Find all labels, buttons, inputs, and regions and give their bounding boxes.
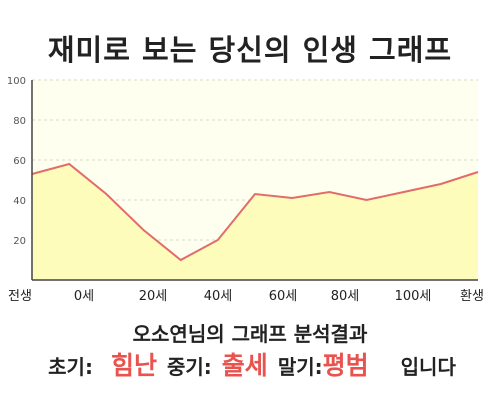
life-area-fill <box>32 164 478 280</box>
page-title: 재미로 보는 당신의 인생 그래프 <box>47 33 453 67</box>
x-tick-label: 80세 <box>331 289 360 304</box>
y-tick-label: 60 <box>13 156 26 167</box>
result-suffix: 입니다 <box>400 355 456 379</box>
middle-phase-value: 출세 <box>221 351 268 380</box>
x-tick-label: 전생 <box>8 289 32 304</box>
x-tick-label: 20세 <box>139 289 168 304</box>
x-tick-labels: 전생 0세 20세 40세 60세 80세 100세 환생 <box>8 289 484 304</box>
late-phase-value: 평범 <box>322 351 369 380</box>
analysis-result-line: 초기: 힘난 중기: 출세 말기: 평범 입니다 <box>0 346 500 382</box>
x-tick-label: 100세 <box>395 289 432 304</box>
analysis-heading: 오소연님의 그래프 분석결과 <box>132 322 368 346</box>
life-series-line <box>31 162 479 262</box>
x-tick-label: 환생 <box>460 289 484 304</box>
y-tick-label: 80 <box>13 116 26 127</box>
late-phase-label: 말기: <box>277 355 323 379</box>
x-tick-label: 0세 <box>74 289 94 304</box>
early-phase-label: 초기: <box>48 355 93 379</box>
y-tick-label: 100 <box>7 76 26 87</box>
middle-phase-label: 중기: <box>166 355 212 379</box>
early-phase-value: 힘난 <box>110 351 157 380</box>
x-tick-label: 60세 <box>269 289 298 304</box>
x-tick-label: 40세 <box>204 289 233 304</box>
y-tick-label: 40 <box>13 196 26 207</box>
y-tick-labels: 20 40 60 80 100 <box>7 76 26 247</box>
y-tick-label: 20 <box>13 236 26 247</box>
